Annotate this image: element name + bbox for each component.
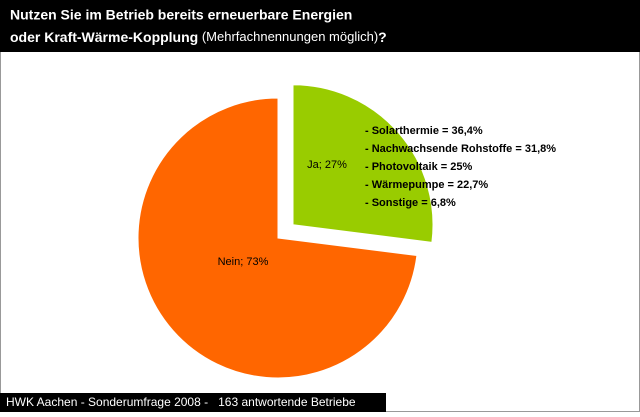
pie-slice <box>137 97 418 379</box>
pie-slice <box>292 84 434 243</box>
footer-bar <box>0 393 386 412</box>
data-label: Nein; 73% <box>218 256 269 268</box>
chart-title: oder Kraft-Wärme-Kopplung (Mehrfachnennu… <box>10 29 387 45</box>
annotation: - Photovoltaik = 25% <box>365 161 472 173</box>
annotation: - Wärmepumpe = 22,7% <box>365 179 488 191</box>
footer: HWK Aachen - Sonderumfrage 2008 - 163 an… <box>6 395 356 409</box>
title-part: ? <box>378 29 387 45</box>
title-part: (Mehrfachnennungen möglich) <box>198 29 378 44</box>
title-part: oder Kraft-Wärme-Kopplung <box>10 29 198 45</box>
annotation: - Solarthermie = 36,4% <box>365 125 483 137</box>
annotation: - Nachwachsende Rohstoffe = 31,8% <box>365 143 556 155</box>
chart-title: Nutzen Sie im Betrieb bereits erneuerbar… <box>10 7 352 23</box>
data-label: Ja; 27% <box>307 159 347 171</box>
annotation: - Sonstige = 6,8% <box>365 197 456 209</box>
title-bar <box>0 0 640 52</box>
